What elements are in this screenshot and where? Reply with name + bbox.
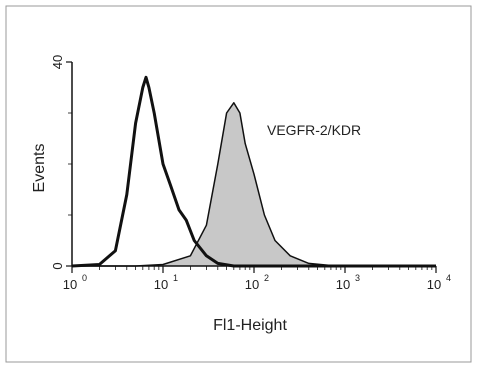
x-tick-label-base: 10: [154, 277, 168, 292]
x-tick-label-base: 10: [336, 277, 350, 292]
x-tick-label-base: 10: [245, 277, 259, 292]
y-tick-label: 40: [50, 55, 65, 69]
axes-layer: [66, 61, 437, 273]
x-tick-label-exponent: 1: [173, 273, 178, 283]
x-tick-label-exponent: 0: [82, 273, 87, 283]
y-tick-label: 0: [50, 262, 65, 269]
x-tick-label-base: 10: [427, 277, 441, 292]
x-tick-label-exponent: 4: [446, 273, 451, 283]
labels-layer: 10 0 10 1 10 2 10 3 10 4040Fl1-HeightEventsVEGFR-…: [31, 55, 451, 334]
series-annotation: VEGFR-2/KDR: [267, 122, 361, 138]
y-axis-label: Events: [31, 144, 48, 193]
x-axis-label: Fl1-Height: [213, 317, 287, 334]
x-tick-label-exponent: 3: [355, 273, 360, 283]
series-line-1: [72, 102, 436, 267]
series-fill-1: [72, 102, 436, 266]
x-tick-label-exponent: 2: [264, 273, 269, 283]
x-tick-label-base: 10: [63, 277, 77, 292]
